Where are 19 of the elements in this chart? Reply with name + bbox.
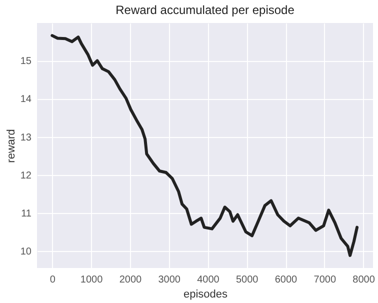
x-tick-label: 1000 xyxy=(80,274,104,286)
y-tick-label: 10 xyxy=(20,246,32,258)
x-tick-label: 3000 xyxy=(158,274,181,286)
line-series xyxy=(50,34,359,257)
x-tick-label: 5000 xyxy=(236,274,259,286)
x-axis-title: episodes xyxy=(183,288,228,300)
y-tick-label: 14 xyxy=(20,94,32,106)
y-tick-label: 12 xyxy=(20,170,32,182)
x-tick-label: 6000 xyxy=(274,274,298,286)
y-tick-label: 13 xyxy=(20,132,32,144)
y-tick-label: 11 xyxy=(21,208,32,220)
chart-title: Reward accumulated per episode xyxy=(116,3,295,17)
y-axis-title: reward xyxy=(5,129,18,163)
x-tick-label: 4000 xyxy=(197,274,220,286)
x-tick-label: 2000 xyxy=(119,274,142,286)
y-tick-label: 15 xyxy=(20,56,32,68)
x-tick-label: 0 xyxy=(50,274,56,286)
x-tick-label: 7000 xyxy=(314,274,336,286)
x-tick-label: 8000 xyxy=(352,274,376,286)
